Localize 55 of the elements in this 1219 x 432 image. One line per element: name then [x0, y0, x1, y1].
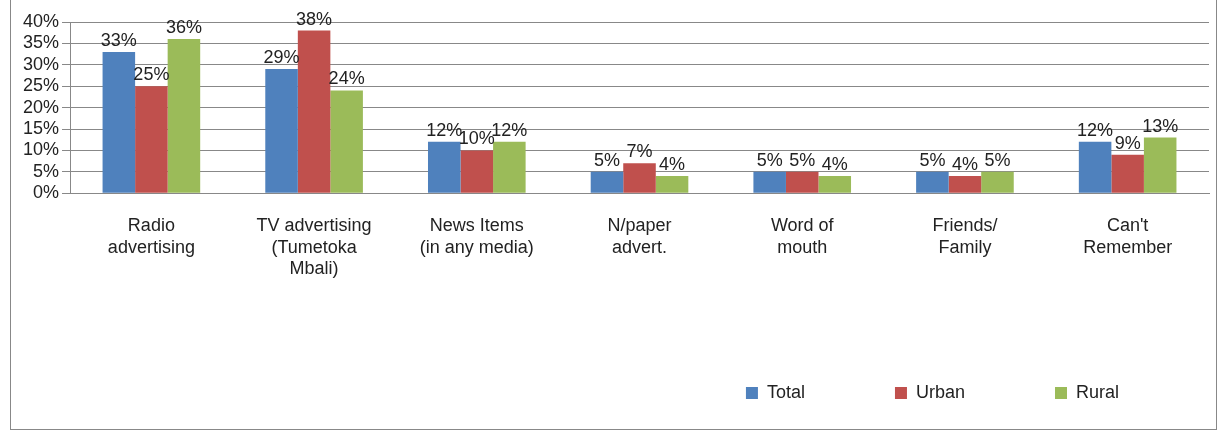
bar [297, 30, 331, 193]
x-tick-label: Word of mouth [770, 214, 835, 257]
bar [981, 171, 1014, 193]
data-label: 5% [984, 149, 1011, 170]
x-tick-label: N/paper advert. [607, 214, 672, 257]
bar [427, 141, 461, 193]
bar [655, 176, 689, 193]
bar [623, 163, 656, 193]
x-tick-label: Friends/ Family [932, 214, 998, 257]
data-label: 36% [165, 17, 202, 38]
x-tick-label: News Items (in any media) [419, 214, 534, 257]
legend-label: Urban [915, 381, 965, 402]
bar [135, 86, 168, 193]
data-label: 13% [1142, 115, 1179, 136]
y-tick-label: 15% [23, 117, 60, 138]
legend-label: Rural [1075, 381, 1119, 402]
x-tick-label: Can't Remember [1083, 214, 1173, 257]
data-label: 5% [593, 149, 620, 170]
bar [916, 171, 949, 193]
bar [785, 171, 819, 193]
bar [330, 90, 363, 193]
data-label: 7% [626, 141, 653, 162]
data-label: 4% [821, 154, 848, 175]
bar [590, 171, 624, 193]
data-label: 9% [1114, 132, 1141, 153]
data-label: 38% [296, 8, 333, 29]
data-label: 5% [919, 149, 946, 170]
x-tick-label: Radio advertising [107, 214, 195, 257]
y-tick-label: 30% [23, 53, 60, 74]
y-tick-label: 25% [23, 75, 60, 96]
bar [1143, 137, 1177, 193]
y-tick-label: 5% [33, 160, 60, 181]
bar [753, 171, 786, 193]
y-tick-label: 40% [23, 10, 60, 31]
data-label: 5% [789, 149, 816, 170]
bar [818, 176, 852, 193]
bar [948, 176, 982, 193]
data-label: 4% [659, 154, 686, 175]
bar [493, 141, 526, 193]
bar [1078, 141, 1112, 193]
y-tick-label: 0% [33, 182, 60, 203]
y-tick-label: 20% [23, 96, 60, 117]
data-label: 33% [100, 29, 137, 50]
y-tick-label: 10% [23, 139, 60, 160]
legend-label: Total [766, 381, 805, 402]
bar [265, 69, 298, 193]
bar [1111, 154, 1144, 193]
y-tick-label: 35% [23, 32, 60, 53]
bar [102, 51, 136, 193]
bar [460, 150, 494, 193]
data-label: 5% [756, 149, 783, 170]
bar [167, 39, 201, 193]
data-label: 12% [1077, 119, 1114, 140]
data-label: 4% [951, 154, 978, 175]
x-tick-label: TV advertising (Tumetoka Mbali) [256, 214, 372, 279]
